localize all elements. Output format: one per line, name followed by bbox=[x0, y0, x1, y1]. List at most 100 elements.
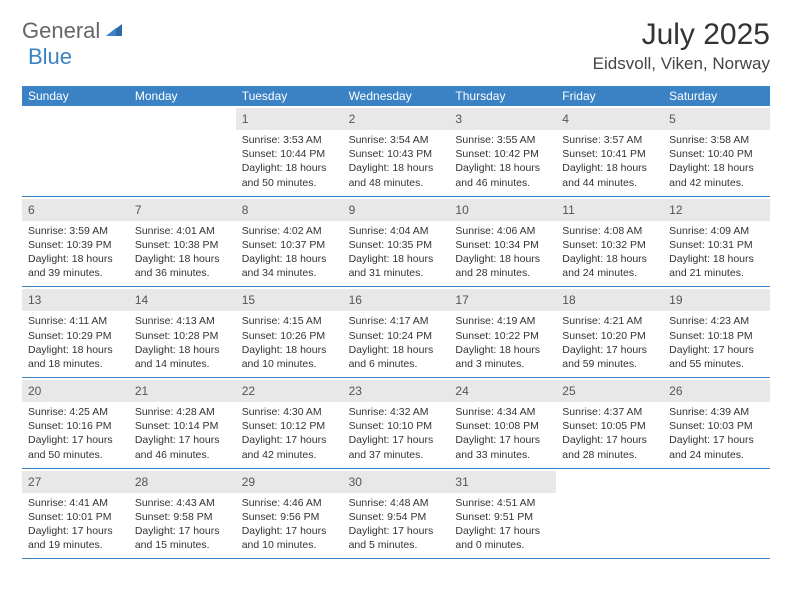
calendar-cell: 10 Sunrise: 4:06 AMSunset: 10:34 PMDaylig… bbox=[449, 197, 556, 287]
day-number: 15 bbox=[242, 293, 255, 307]
sunset-text: Sunset: 10:39 PM bbox=[28, 238, 123, 252]
sunrise-text: Sunrise: 4:46 AM bbox=[242, 496, 337, 510]
daylight-text: Daylight: 17 hours and 10 minutes. bbox=[242, 524, 337, 552]
sunrise-text: Sunrise: 4:11 AM bbox=[28, 314, 123, 328]
day-info: Sunrise: 4:08 AMSunset: 10:32 PMDaylight… bbox=[562, 224, 657, 281]
location: Eidsvoll, Viken, Norway bbox=[593, 54, 770, 74]
calendar-cell: 18Sunrise: 4:21 AMSunset: 10:20 PMDaylig… bbox=[556, 287, 663, 377]
daylight-text: Daylight: 17 hours and 24 minutes. bbox=[669, 433, 764, 461]
sunset-text: Sunset: 10:44 PM bbox=[242, 147, 337, 161]
day-number: 6 bbox=[28, 203, 35, 217]
daynum-row: 22 bbox=[236, 380, 343, 402]
day-number: 21 bbox=[135, 384, 148, 398]
sunrise-text: Sunrise: 4:41 AM bbox=[28, 496, 123, 510]
sunset-text: Sunset: 10:08 PM bbox=[455, 419, 550, 433]
daylight-text: Daylight: 18 hours and 48 minutes. bbox=[349, 161, 444, 189]
day-info: Sunrise: 4:11 AMSunset: 10:29 PMDaylight… bbox=[28, 314, 123, 371]
day-number: 3 bbox=[455, 112, 462, 126]
day-info: Sunrise: 4:46 AMSunset: 9:56 PMDaylight:… bbox=[242, 496, 337, 553]
calendar-cell: 1 Sunrise: 3:53 AMSunset: 10:44 PMDayligh… bbox=[236, 106, 343, 196]
daynum-row: 13 bbox=[22, 289, 129, 311]
calendar-cell: 17Sunrise: 4:19 AMSunset: 10:22 PMDaylig… bbox=[449, 287, 556, 377]
day-info: Sunrise: 4:25 AMSunset: 10:16 PMDaylight… bbox=[28, 405, 123, 462]
day-number: 13 bbox=[28, 293, 41, 307]
day-number: 11 bbox=[562, 203, 574, 217]
day-number: 19 bbox=[669, 293, 682, 307]
calendar-cell: 30Sunrise: 4:48 AMSunset: 9:54 PMDayligh… bbox=[343, 469, 450, 559]
daynum-row: 5 bbox=[663, 108, 770, 130]
day-number: 30 bbox=[349, 475, 362, 489]
calendar-cell: 6Sunrise: 3:59 AMSunset: 10:39 PMDayligh… bbox=[22, 197, 129, 287]
daylight-text: Daylight: 18 hours and 36 minutes. bbox=[135, 252, 230, 280]
sunrise-text: Sunrise: 4:09 AM bbox=[669, 224, 764, 238]
day-info: Sunrise: 4:28 AMSunset: 10:14 PMDaylight… bbox=[135, 405, 230, 462]
calendar-cell: 20Sunrise: 4:25 AMSunset: 10:16 PMDaylig… bbox=[22, 378, 129, 468]
daylight-text: Daylight: 18 hours and 14 minutes. bbox=[135, 343, 230, 371]
daylight-text: Daylight: 17 hours and 37 minutes. bbox=[349, 433, 444, 461]
sunset-text: Sunset: 10:32 PM bbox=[562, 238, 657, 252]
daynum-row: 29 bbox=[236, 471, 343, 493]
sunset-text: Sunset: 10:14 PM bbox=[135, 419, 230, 433]
calendar-cell bbox=[129, 106, 236, 196]
sunrise-text: Sunrise: 3:55 AM bbox=[455, 133, 550, 147]
day-info: Sunrise: 4:34 AMSunset: 10:08 PMDaylight… bbox=[455, 405, 550, 462]
daylight-text: Daylight: 18 hours and 31 minutes. bbox=[349, 252, 444, 280]
day-info: Sunrise: 3:55 AMSunset: 10:42 PMDaylight… bbox=[455, 133, 550, 190]
sunset-text: Sunset: 10:10 PM bbox=[349, 419, 444, 433]
calendar-cell: 15Sunrise: 4:15 AMSunset: 10:26 PMDaylig… bbox=[236, 287, 343, 377]
daynum-row: 19 bbox=[663, 289, 770, 311]
daylight-text: Daylight: 18 hours and 42 minutes. bbox=[669, 161, 764, 189]
month-title: July 2025 bbox=[593, 18, 770, 52]
calendar-cell: 27Sunrise: 4:41 AMSunset: 10:01 PMDaylig… bbox=[22, 469, 129, 559]
daylight-text: Daylight: 18 hours and 46 minutes. bbox=[455, 161, 550, 189]
daylight-text: Daylight: 17 hours and 0 minutes. bbox=[455, 524, 550, 552]
sunrise-text: Sunrise: 3:57 AM bbox=[562, 133, 657, 147]
sunset-text: Sunset: 10:34 PM bbox=[455, 238, 550, 252]
weeks-container: 1 Sunrise: 3:53 AMSunset: 10:44 PMDayligh… bbox=[22, 106, 770, 559]
week-row: 1 Sunrise: 3:53 AMSunset: 10:44 PMDayligh… bbox=[22, 106, 770, 197]
day-number: 14 bbox=[135, 293, 148, 307]
daynum-row: 10 bbox=[449, 199, 556, 221]
daynum-row: 27 bbox=[22, 471, 129, 493]
day-info: Sunrise: 4:17 AMSunset: 10:24 PMDaylight… bbox=[349, 314, 444, 371]
day-number: 5 bbox=[669, 112, 676, 126]
day-number: 29 bbox=[242, 475, 255, 489]
sunrise-text: Sunrise: 4:13 AM bbox=[135, 314, 230, 328]
day-header: Tuesday bbox=[236, 86, 343, 106]
logo-sail-icon bbox=[104, 18, 124, 44]
daylight-text: Daylight: 18 hours and 50 minutes. bbox=[242, 161, 337, 189]
daynum-row: 12 bbox=[663, 199, 770, 221]
calendar-cell: 2Sunrise: 3:54 AMSunset: 10:43 PMDayligh… bbox=[343, 106, 450, 196]
day-info: Sunrise: 3:53 AMSunset: 10:44 PMDaylight… bbox=[242, 133, 337, 190]
calendar-cell: 11 Sunrise: 4:08 AMSunset: 10:32 PMDaylig… bbox=[556, 197, 663, 287]
sunset-text: Sunset: 9:54 PM bbox=[349, 510, 444, 524]
day-header: Saturday bbox=[663, 86, 770, 106]
day-number: 1 bbox=[242, 112, 249, 126]
calendar-cell: 25Sunrise: 4:37 AMSunset: 10:05 PMDaylig… bbox=[556, 378, 663, 468]
day-number: 4 bbox=[562, 112, 569, 126]
day-number: 18 bbox=[562, 293, 575, 307]
day-info: Sunrise: 3:57 AMSunset: 10:41 PMDaylight… bbox=[562, 133, 657, 190]
sunrise-text: Sunrise: 3:59 AM bbox=[28, 224, 123, 238]
logo-text-general: General bbox=[22, 18, 100, 44]
calendar-cell: 26Sunrise: 4:39 AMSunset: 10:03 PMDaylig… bbox=[663, 378, 770, 468]
sunset-text: Sunset: 10:29 PM bbox=[28, 329, 123, 343]
day-info: Sunrise: 4:06 AMSunset: 10:34 PMDaylight… bbox=[455, 224, 550, 281]
daylight-text: Daylight: 17 hours and 59 minutes. bbox=[562, 343, 657, 371]
day-info: Sunrise: 4:51 AMSunset: 9:51 PMDaylight:… bbox=[455, 496, 550, 553]
daynum-row: 17 bbox=[449, 289, 556, 311]
day-info: Sunrise: 4:23 AMSunset: 10:18 PMDaylight… bbox=[669, 314, 764, 371]
sunrise-text: Sunrise: 4:01 AM bbox=[135, 224, 230, 238]
calendar-cell: 24Sunrise: 4:34 AMSunset: 10:08 PMDaylig… bbox=[449, 378, 556, 468]
daynum-row: 23 bbox=[343, 380, 450, 402]
day-info: Sunrise: 4:43 AMSunset: 9:58 PMDaylight:… bbox=[135, 496, 230, 553]
day-headers: SundayMondayTuesdayWednesdayThursdayFrid… bbox=[22, 86, 770, 106]
calendar-cell bbox=[663, 469, 770, 559]
day-info: Sunrise: 4:37 AMSunset: 10:05 PMDaylight… bbox=[562, 405, 657, 462]
calendar-cell: 7Sunrise: 4:01 AMSunset: 10:38 PMDayligh… bbox=[129, 197, 236, 287]
calendar-cell: 29 Sunrise: 4:46 AMSunset: 9:56 PMDayligh… bbox=[236, 469, 343, 559]
day-header: Monday bbox=[129, 86, 236, 106]
sunrise-text: Sunrise: 4:25 AM bbox=[28, 405, 123, 419]
calendar-cell: 23Sunrise: 4:32 AMSunset: 10:10 PMDaylig… bbox=[343, 378, 450, 468]
calendar-cell: 9Sunrise: 4:04 AMSunset: 10:35 PMDayligh… bbox=[343, 197, 450, 287]
